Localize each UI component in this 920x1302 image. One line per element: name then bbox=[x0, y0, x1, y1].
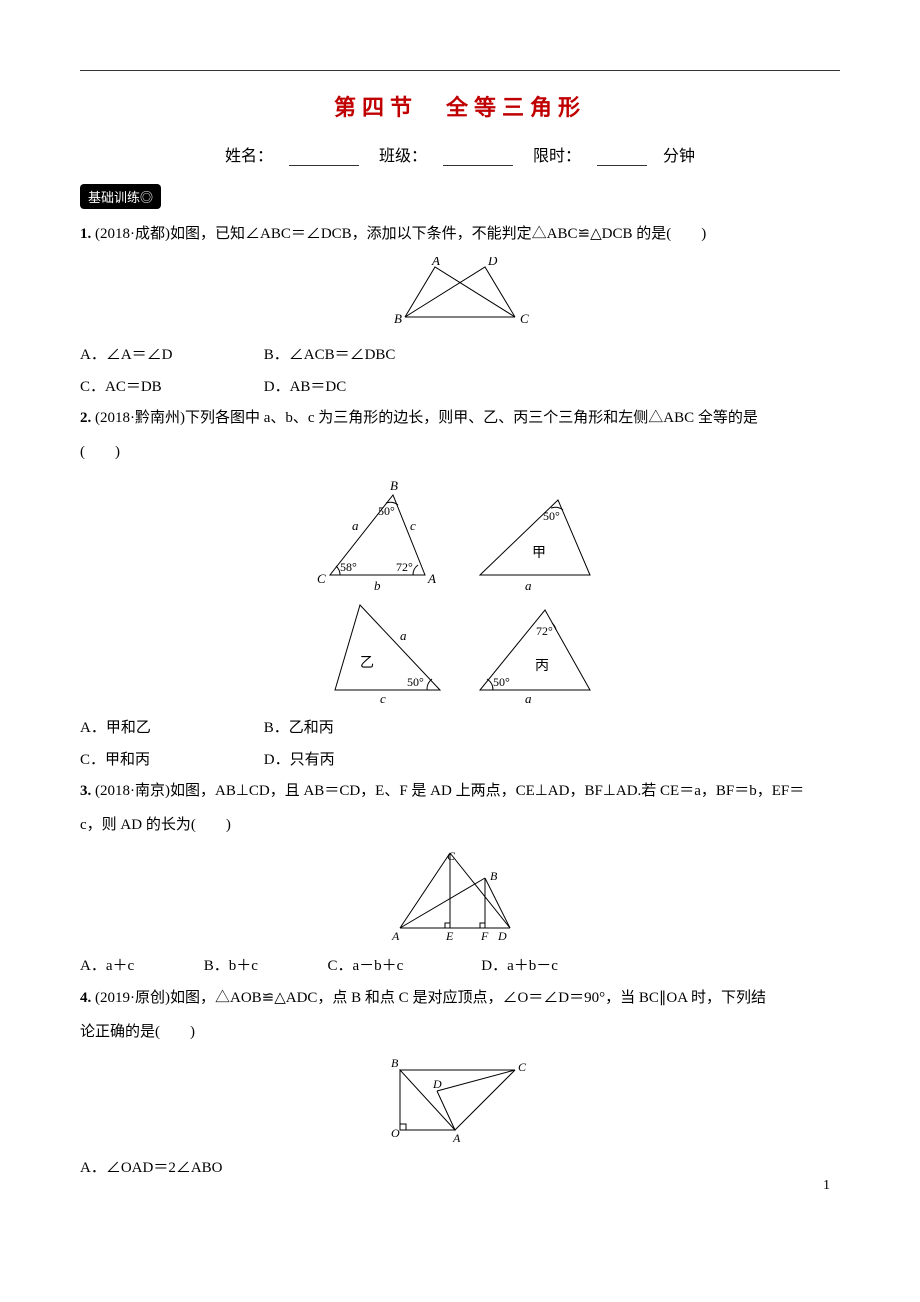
svg-text:甲: 甲 bbox=[532, 546, 546, 561]
svg-text:50°: 50° bbox=[407, 675, 424, 689]
svg-text:A: A bbox=[391, 929, 400, 943]
top-border-line bbox=[80, 70, 840, 71]
svg-text:C: C bbox=[317, 571, 326, 586]
q4-text2: 论正确的是( ) bbox=[80, 1017, 840, 1047]
header-blanks: 姓名： 班级： 限时： 分钟 bbox=[80, 142, 840, 166]
q2-optB: B．乙和丙 bbox=[264, 713, 444, 745]
svg-text:C: C bbox=[520, 311, 529, 326]
svg-text:58°: 58° bbox=[340, 560, 357, 574]
class-label: 班级： bbox=[379, 148, 427, 165]
q4-options: A．∠OAD＝2∠ABO bbox=[80, 1153, 840, 1185]
name-label: 姓名： bbox=[225, 148, 273, 165]
q3-number: 3. bbox=[80, 783, 91, 799]
q2-figure: B C A a c b 50° 58° 72° 50° 甲 a 50° 乙 a … bbox=[80, 475, 840, 705]
q4-number: 4. bbox=[80, 990, 91, 1006]
question-2: 2. (2018·黔南州)下列各图中 a、b、c 为三角形的边长，则甲、乙、丙三… bbox=[80, 403, 840, 433]
q3-optC: C．a－b＋c bbox=[328, 951, 478, 983]
svg-text:a: a bbox=[525, 691, 532, 705]
time-label: 限时： bbox=[533, 148, 581, 165]
q3-options: A．a＋c B．b＋c C．a－b＋c D．a＋b－c bbox=[80, 951, 840, 983]
svg-text:72°: 72° bbox=[536, 624, 553, 638]
svg-text:50°: 50° bbox=[378, 504, 395, 518]
page-number: 1 bbox=[823, 1178, 830, 1194]
time-blank bbox=[597, 150, 647, 166]
svg-text:C: C bbox=[447, 849, 456, 863]
svg-text:B: B bbox=[390, 478, 398, 493]
svg-text:a: a bbox=[400, 628, 407, 643]
question-1: 1. (2018·成都)如图，已知∠ABC＝∠DCB，添加以下条件，不能判定△A… bbox=[80, 219, 840, 249]
q3-optA: A．a＋c bbox=[80, 951, 200, 983]
svg-text:72°: 72° bbox=[396, 560, 413, 574]
q1-options: A．∠A＝∠D B．∠ACB＝∠DBC C．AC＝DB D．AB＝DC bbox=[80, 340, 840, 403]
svg-text:D: D bbox=[432, 1077, 442, 1091]
svg-text:B: B bbox=[490, 869, 498, 883]
q3-text: (2018·南京)如图，AB⊥CD，且 AB＝CD，E、F 是 AD 上两点，C… bbox=[95, 783, 804, 799]
svg-text:50°: 50° bbox=[493, 675, 510, 689]
svg-text:b: b bbox=[374, 578, 381, 593]
q3-text2: c，则 AD 的长为( ) bbox=[80, 810, 840, 840]
q1-optC: C．AC＝DB bbox=[80, 372, 260, 404]
name-blank bbox=[289, 150, 359, 166]
class-blank bbox=[443, 150, 513, 166]
svg-text:A: A bbox=[431, 257, 440, 268]
q4-text: (2019·原创)如图，△AOB≌△ADC，点 B 和点 C 是对应顶点，∠O＝… bbox=[95, 990, 766, 1006]
svg-text:c: c bbox=[410, 518, 416, 533]
q1-optB: B．∠ACB＝∠DBC bbox=[264, 340, 444, 372]
q1-number: 1. bbox=[80, 226, 91, 242]
q2-text: (2018·黔南州)下列各图中 a、b、c 为三角形的边长，则甲、乙、丙三个三角… bbox=[95, 410, 758, 426]
q1-figure: A D B C bbox=[80, 257, 840, 332]
svg-text:O: O bbox=[391, 1126, 400, 1140]
minutes-label: 分钟 bbox=[663, 148, 695, 165]
svg-text:C: C bbox=[518, 1060, 527, 1074]
q1-optD: D．AB＝DC bbox=[264, 372, 444, 404]
q2-optC: C．甲和丙 bbox=[80, 745, 260, 777]
svg-text:B: B bbox=[394, 311, 402, 326]
svg-text:E: E bbox=[445, 929, 454, 943]
q4-optA: A．∠OAD＝2∠ABO bbox=[80, 1160, 223, 1176]
svg-text:c: c bbox=[380, 691, 386, 705]
question-3: 3. (2018·南京)如图，AB⊥CD，且 AB＝CD，E、F 是 AD 上两… bbox=[80, 776, 840, 806]
svg-text:D: D bbox=[487, 257, 498, 268]
q3-figure: C B A E F D bbox=[80, 848, 840, 943]
question-4: 4. (2019·原创)如图，△AOB≌△ADC，点 B 和点 C 是对应顶点，… bbox=[80, 983, 840, 1013]
svg-text:F: F bbox=[480, 929, 489, 943]
basic-training-badge: 基础训练◎ bbox=[80, 184, 161, 209]
q2-options: A．甲和乙 B．乙和丙 C．甲和丙 D．只有丙 bbox=[80, 713, 840, 776]
q1-optA: A．∠A＝∠D bbox=[80, 340, 260, 372]
svg-text:a: a bbox=[525, 578, 532, 593]
q2-optD: D．只有丙 bbox=[264, 745, 444, 777]
svg-text:A: A bbox=[427, 571, 436, 586]
q3-optB: B．b＋c bbox=[204, 951, 324, 983]
svg-text:丙: 丙 bbox=[535, 659, 549, 674]
q4-figure: O A B C D bbox=[80, 1055, 840, 1145]
q2-optA: A．甲和乙 bbox=[80, 713, 260, 745]
svg-text:a: a bbox=[352, 518, 359, 533]
svg-text:50°: 50° bbox=[543, 509, 560, 523]
q1-text: (2018·成都)如图，已知∠ABC＝∠DCB，添加以下条件，不能判定△ABC≌… bbox=[95, 226, 706, 242]
section-title: 第四节 全等三角形 bbox=[80, 90, 840, 122]
svg-text:乙: 乙 bbox=[360, 655, 374, 671]
q2-number: 2. bbox=[80, 410, 91, 426]
q3-optD: D．a＋b－c bbox=[481, 951, 631, 983]
svg-text:A: A bbox=[452, 1131, 461, 1145]
svg-text:D: D bbox=[497, 929, 507, 943]
svg-text:B: B bbox=[391, 1056, 399, 1070]
q2-blank: ( ) bbox=[80, 437, 840, 467]
